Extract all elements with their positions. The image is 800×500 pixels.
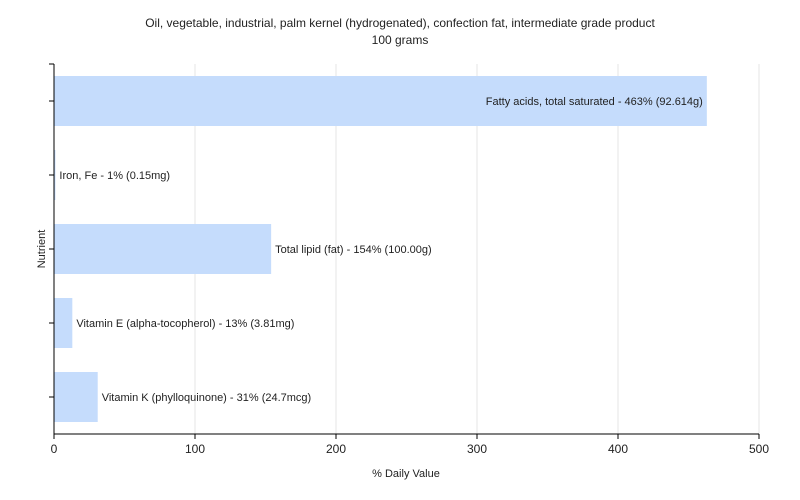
bar-label: Iron, Fe - 1% (0.15mg) — [59, 170, 170, 182]
bar — [54, 298, 73, 348]
bar — [54, 76, 707, 126]
bar-label: Total lipid (fat) - 154% (100.00g) — [275, 244, 432, 256]
x-axis-label: % Daily Value — [372, 468, 440, 480]
bar — [54, 372, 98, 422]
bar-label: Vitamin K (phylloquinone) - 31% (24.7mcg… — [102, 392, 312, 404]
x-tick-label: 300 — [467, 442, 487, 456]
x-tick-label: 100 — [185, 442, 205, 456]
x-tick-label: 500 — [749, 442, 769, 456]
bar — [54, 150, 56, 200]
bar-label: Fatty acids, total saturated - 463% (92.… — [486, 96, 703, 108]
bar — [54, 224, 272, 274]
x-tick-label: 200 — [326, 442, 346, 456]
chart-subtitle: 100 grams — [372, 33, 429, 47]
axes: 0 100 200 300 400 500 — [49, 63, 769, 456]
y-axis-label: Nutrient — [36, 230, 48, 269]
chart-title: Oil, vegetable, industrial, palm kernel … — [145, 16, 655, 30]
x-tick-label: 400 — [608, 442, 628, 456]
bars: Fatty acids, total saturated - 463% (92.… — [54, 76, 707, 422]
x-tick-label: 0 — [51, 442, 58, 456]
bar-label: Vitamin E (alpha-tocopherol) - 13% (3.81… — [76, 318, 294, 330]
